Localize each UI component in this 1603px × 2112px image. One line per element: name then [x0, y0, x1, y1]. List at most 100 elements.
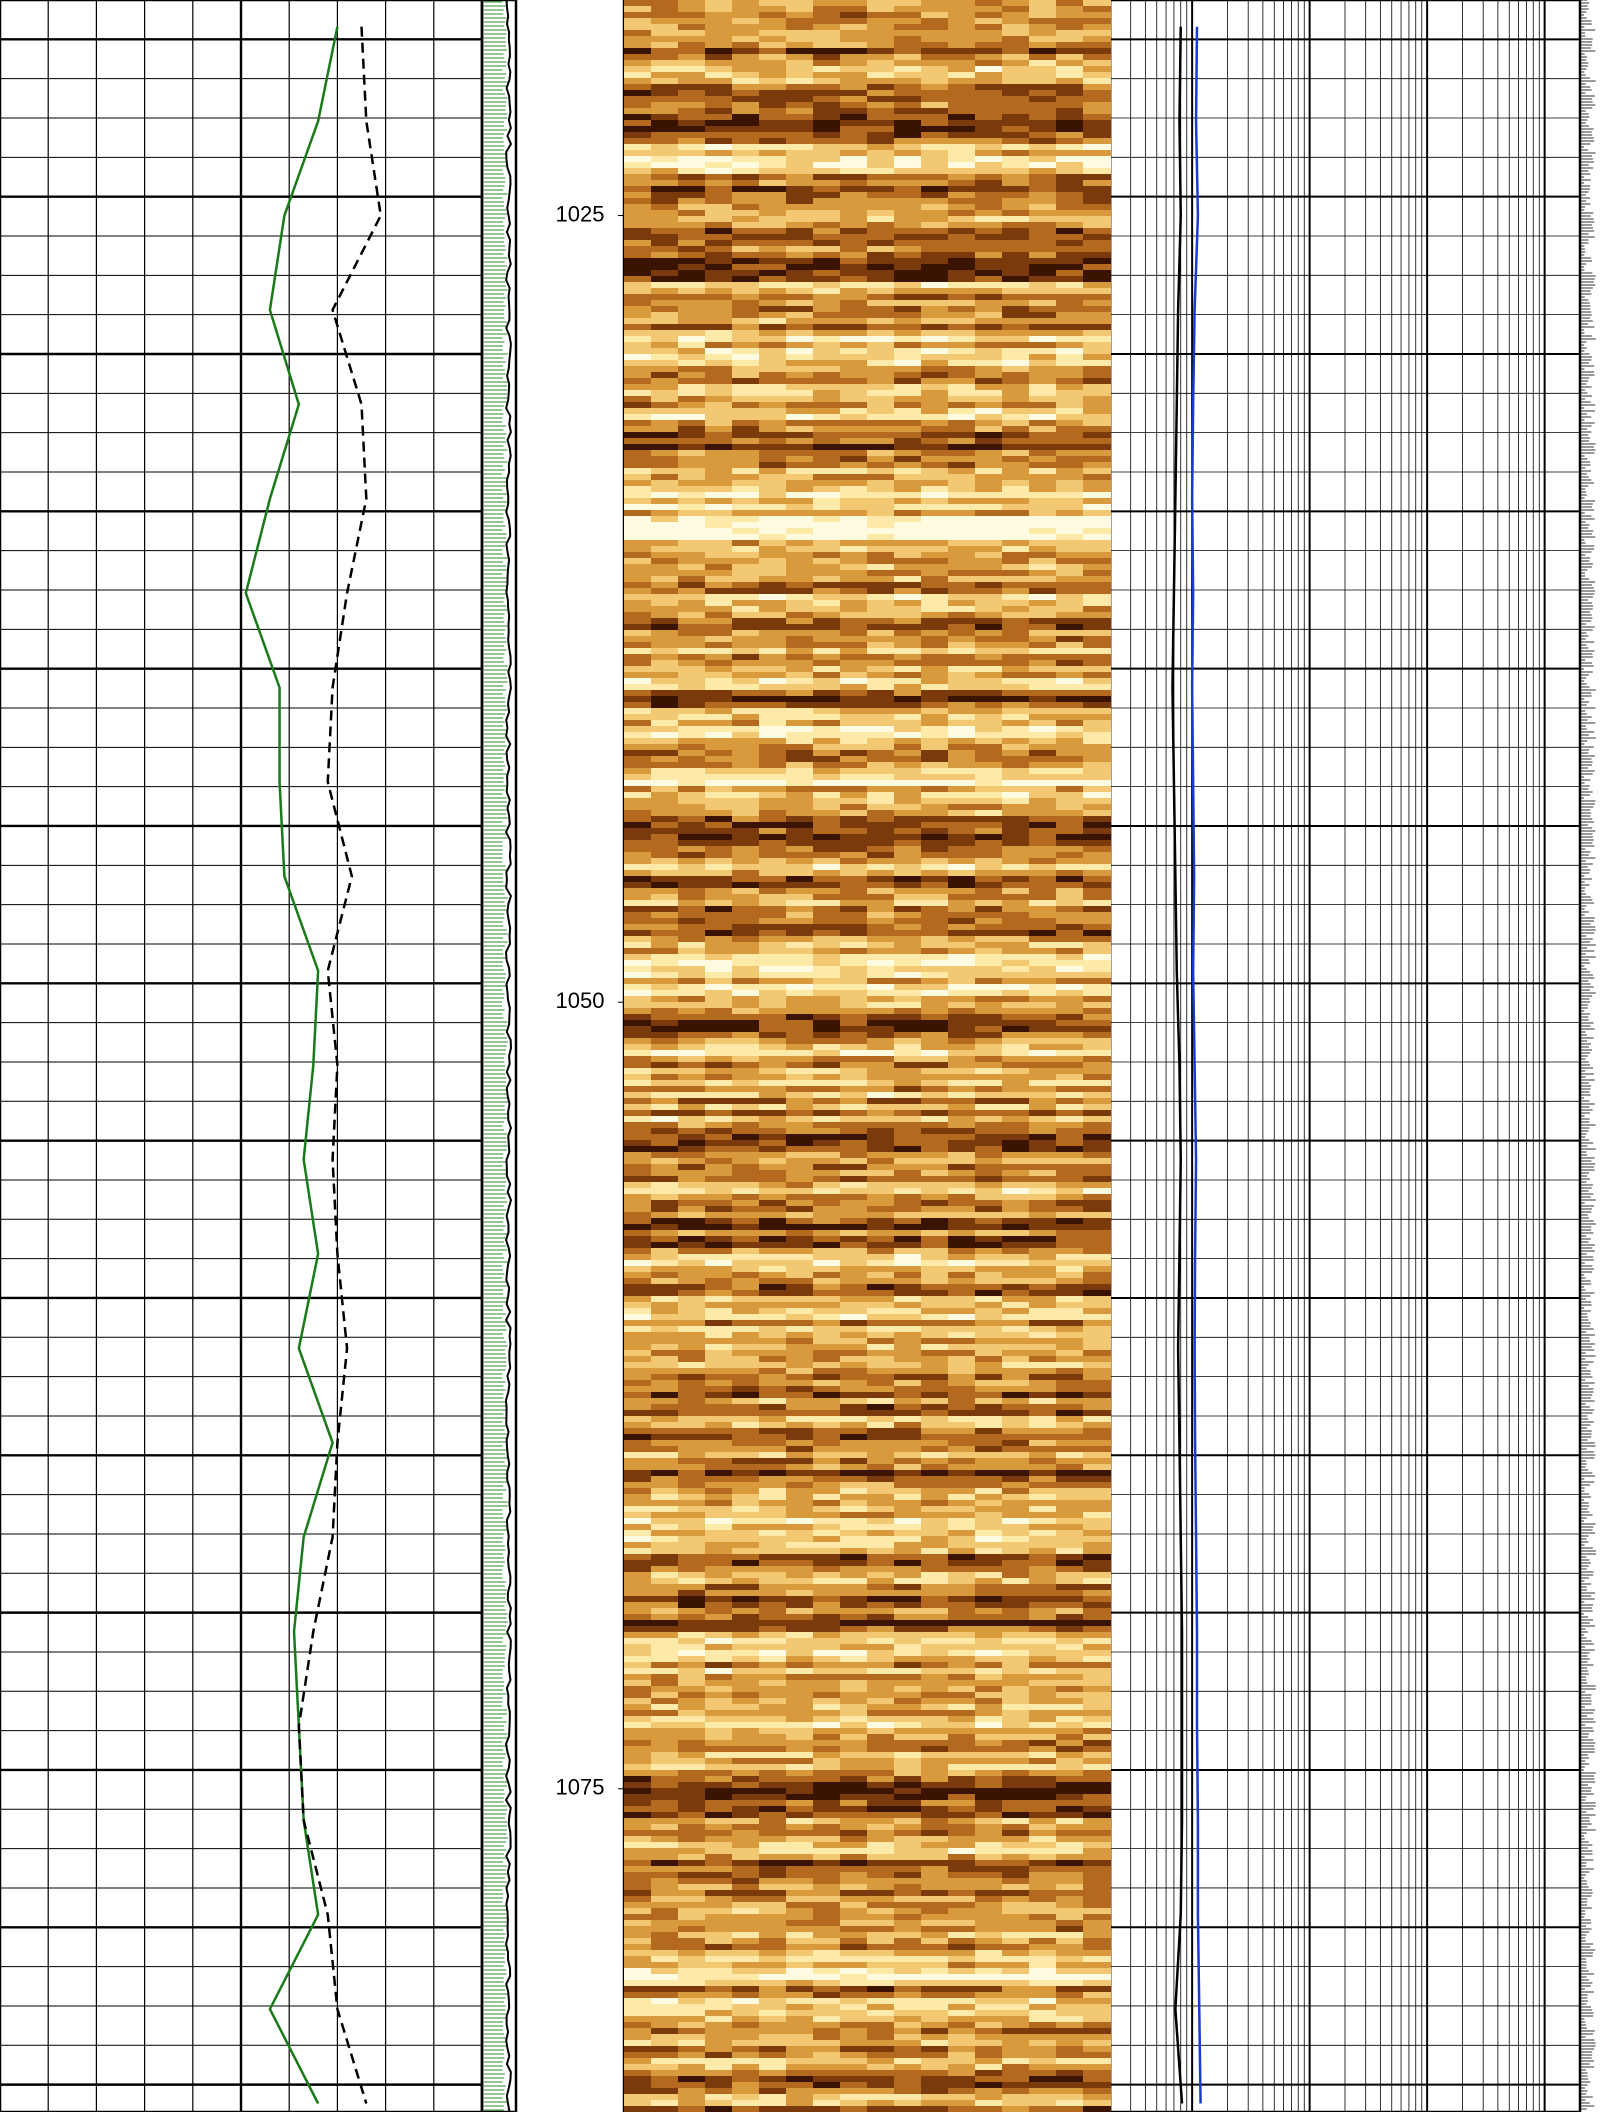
- image-pixel: [813, 1116, 841, 1122]
- image-pixel: [813, 252, 841, 258]
- image-pixel: [894, 102, 922, 108]
- image-pixel: [732, 1044, 760, 1050]
- image-pixel: [759, 372, 787, 378]
- image-pixel: [786, 1038, 814, 1044]
- image-pixel: [678, 870, 706, 876]
- image-pixel: [786, 1086, 814, 1092]
- image-pixel: [840, 510, 868, 516]
- image-pixel: [894, 270, 922, 276]
- image-pixel: [786, 1074, 814, 1080]
- image-pixel: [975, 204, 1003, 210]
- image-pixel: [894, 882, 922, 888]
- image-pixel: [948, 1098, 976, 1104]
- image-pixel: [1083, 882, 1111, 888]
- image-pixel: [1083, 1074, 1111, 1080]
- image-pixel: [759, 246, 787, 252]
- image-pixel: [759, 12, 787, 18]
- image-pixel: [813, 570, 841, 576]
- image-pixel: [975, 990, 1003, 996]
- image-pixel: [921, 78, 949, 84]
- image-pixel: [948, 942, 976, 948]
- image-pixel: [921, 870, 949, 876]
- image-pixel: [1083, 1134, 1111, 1140]
- image-pixel: [624, 1158, 652, 1164]
- image-pixel: [624, 1026, 652, 1032]
- image-pixel: [1002, 486, 1030, 492]
- image-pixel: [1029, 528, 1057, 534]
- image-pixel: [786, 54, 814, 60]
- image-pixel: [1029, 30, 1057, 36]
- image-pixel: [975, 528, 1003, 534]
- image-pixel: [705, 216, 733, 222]
- image-pixel: [678, 1104, 706, 1110]
- image-pixel: [624, 984, 652, 990]
- image-pixel: [921, 540, 949, 546]
- image-pixel: [678, 270, 706, 276]
- image-pixel: [813, 102, 841, 108]
- image-pixel: [1002, 240, 1030, 246]
- image-pixel: [732, 594, 760, 600]
- image-pixel: [1029, 246, 1057, 252]
- image-pixel: [651, 96, 679, 102]
- image-pixel: [867, 1140, 895, 1146]
- image-pixel: [678, 348, 706, 354]
- image-pixel: [786, 984, 814, 990]
- image-pixel: [867, 270, 895, 276]
- image-pixel: [921, 6, 949, 12]
- image-pixel: [1029, 414, 1057, 420]
- image-pixel: [840, 780, 868, 786]
- image-pixel: [867, 402, 895, 408]
- image-pixel: [1083, 1092, 1111, 1098]
- image-pixel: [840, 462, 868, 468]
- image-pixel: [1083, 1158, 1111, 1164]
- image-pixel: [1056, 162, 1084, 168]
- image-pixel: [624, 1182, 652, 1188]
- image-pixel: [624, 948, 652, 954]
- image-pixel: [678, 966, 706, 972]
- image-pixel: [786, 102, 814, 108]
- image-pixel: [975, 90, 1003, 96]
- image-pixel: [921, 246, 949, 252]
- image-pixel: [894, 744, 922, 750]
- image-pixel: [921, 360, 949, 366]
- image-pixel: [975, 6, 1003, 12]
- image-pixel: [651, 882, 679, 888]
- image-pixel: [732, 822, 760, 828]
- image-pixel: [948, 354, 976, 360]
- image-pixel: [759, 630, 787, 636]
- image-pixel: [732, 1056, 760, 1062]
- image-pixel: [1002, 876, 1030, 882]
- image-pixel: [948, 78, 976, 84]
- image-pixel: [678, 264, 706, 270]
- image-pixel: [1002, 1014, 1030, 1020]
- image-pixel: [1056, 1134, 1084, 1140]
- image-pixel: [975, 720, 1003, 726]
- image-pixel: [1029, 642, 1057, 648]
- image-pixel: [1083, 708, 1111, 714]
- image-pixel: [678, 630, 706, 636]
- image-pixel: [921, 648, 949, 654]
- image-pixel: [705, 924, 733, 930]
- image-pixel: [624, 396, 652, 402]
- image-pixel: [948, 462, 976, 468]
- image-pixel: [921, 72, 949, 78]
- image-pixel: [921, 432, 949, 438]
- image-pixel: [948, 762, 976, 768]
- image-pixel: [786, 1014, 814, 1020]
- image-pixel: [705, 486, 733, 492]
- image-pixel: [732, 372, 760, 378]
- image-pixel: [867, 744, 895, 750]
- image-pixel: [813, 1056, 841, 1062]
- image-pixel: [624, 588, 652, 594]
- image-pixel: [840, 1008, 868, 1014]
- image-pixel: [705, 630, 733, 636]
- image-pixel: [624, 816, 652, 822]
- image-pixel: [975, 1074, 1003, 1080]
- image-pixel: [840, 984, 868, 990]
- image-pixel: [975, 966, 1003, 972]
- image-pixel: [786, 192, 814, 198]
- image-pixel: [1002, 546, 1030, 552]
- image-pixel: [759, 318, 787, 324]
- image-pixel: [894, 348, 922, 354]
- image-pixel: [759, 558, 787, 564]
